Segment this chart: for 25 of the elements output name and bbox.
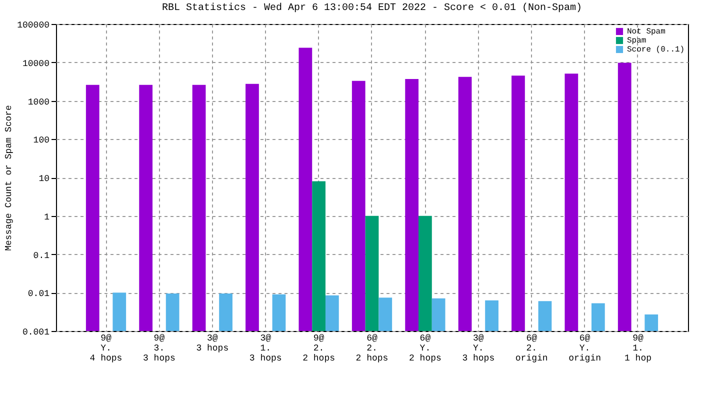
x-tick-label: 3@ 1. 3 hops [249,334,282,364]
y-tick-label: 0.01 [28,289,50,300]
y-tick-label: 0.1 [33,250,50,261]
y-tick-label: 10 [38,174,50,184]
x-tick-label: 6@ 2. origin [515,334,548,364]
x-tick-label: 6@ 2. 2 hops [356,334,388,364]
x-tick-label: 9@ 1. 1 hop [624,334,652,364]
chart-title: RBL Statistics - Wed Apr 6 13:00:54 EDT 2022 - Score < 0.01 (Non-Spam) [162,2,582,14]
y-tick-label: 0.001 [22,328,50,338]
x-tick-label: 6@ Y. 2 hops [408,334,442,364]
legend-label: Score (0..1) [627,46,685,54]
x-tick-label: 6@ Y. origin [568,334,601,364]
y-tick-label: 10000 [22,58,50,69]
y-tick-label: 1 [44,212,50,222]
x-tick-label: 9@ 2. 2 hops [302,334,336,364]
x-tick-label: 3@ 3 hops [196,334,229,354]
y-tick-label: 100000 [17,20,50,30]
x-tick-label: 9@ 3. 3 hops [143,334,176,364]
y-axis-title: Message Count or Spam Score [4,105,14,251]
legend-label: Spam [627,36,646,46]
y-tick-label: 1000 [28,97,50,108]
legend-label: Not Spam [627,28,666,36]
x-tick-label: 3@ Y. 3 hops [462,334,495,364]
y-tick-label: 100 [33,136,50,146]
x-tick-label: 9@ Y. 4 hops [90,334,122,364]
